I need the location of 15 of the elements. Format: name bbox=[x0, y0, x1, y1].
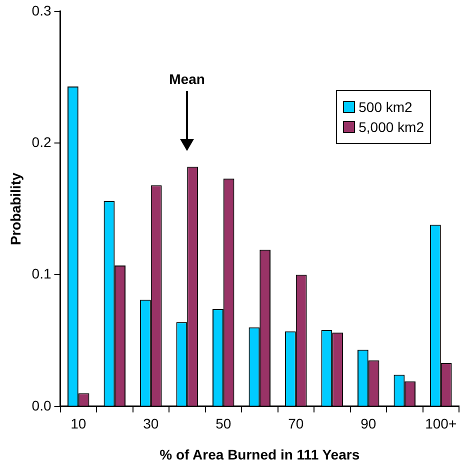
legend-label: 500 km2 bbox=[358, 99, 412, 115]
x-tick-label: 30 bbox=[143, 416, 159, 432]
x-tick-label: 70 bbox=[288, 416, 304, 432]
x-tick-label: 90 bbox=[360, 416, 376, 432]
x-tick-label: 10 bbox=[70, 416, 86, 432]
x-tick-label: 100+ bbox=[425, 416, 457, 432]
y-tick-label: 0.1 bbox=[32, 266, 52, 282]
y-tick-label: 0.2 bbox=[32, 134, 52, 150]
x-tick-label: 50 bbox=[216, 416, 232, 432]
y-axis-title: Probability bbox=[7, 172, 24, 246]
y-tick-label: 0.0 bbox=[32, 397, 52, 414]
annotation: Mean bbox=[169, 71, 205, 88]
y-tick-label: 0.3 bbox=[32, 2, 52, 18]
legend-label: 5,000 km2 bbox=[358, 119, 424, 135]
x-axis-title: % of Area Burned in 111 Years bbox=[160, 446, 360, 462]
